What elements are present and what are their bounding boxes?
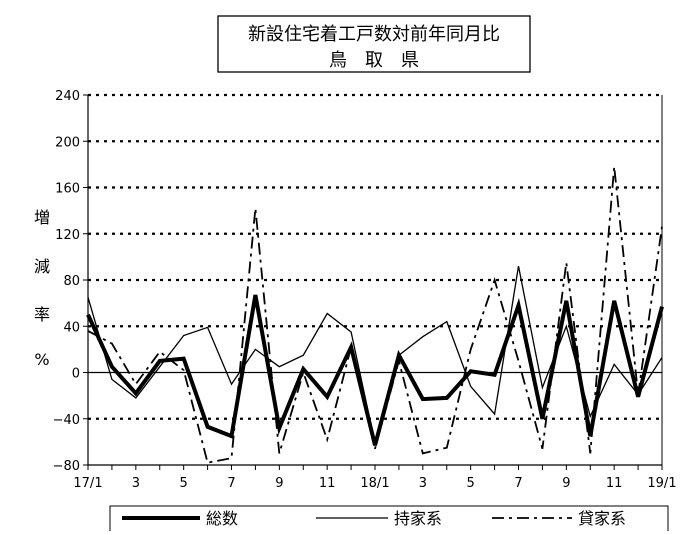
legend-box: [109, 505, 669, 533]
y-tick-label-5: 120: [55, 228, 80, 243]
title-box: [217, 15, 531, 73]
legend-label-1: 持家系: [394, 509, 442, 528]
y-tick-label-4: 80: [63, 274, 80, 289]
legend-label-2: 貸家系: [578, 509, 626, 528]
y-axis-label-char-0: 増: [34, 208, 50, 227]
x-tick-label-2: 5: [180, 476, 188, 491]
x-tick-label-10: 9: [562, 476, 570, 491]
y-axis-label-char-3: %: [34, 350, 49, 369]
y-tick-label-6: 160: [55, 182, 80, 197]
x-tick-label-8: 5: [467, 476, 475, 491]
x-tick-label-4: 9: [275, 476, 283, 491]
x-tick-label-1: 3: [132, 476, 140, 491]
y-axis-label: 増減率%: [34, 208, 50, 369]
y-tick-label-0: −80: [53, 459, 80, 474]
x-tick-label-5: 11: [319, 476, 336, 491]
x-tick-label-11: 11: [606, 476, 623, 491]
grid-layer: [88, 93, 662, 420]
x-tick-label-7: 3: [419, 476, 427, 491]
y-tick-label-2: 0: [72, 367, 80, 382]
chart-subtitle: 鳥 取 県: [329, 50, 419, 71]
y-tick-label-7: 200: [55, 135, 80, 150]
y-axis-label-char-2: 率: [34, 305, 50, 324]
series-layer: [86, 166, 664, 464]
series-line-0: [86, 294, 664, 446]
x-tick-label-12: 19/1: [647, 476, 676, 491]
chart-title: 新設住宅着工戸数対前年同月比: [248, 24, 500, 45]
x-tick-label-9: 7: [514, 476, 522, 491]
y-tick-label-3: 40: [63, 320, 80, 335]
series-line-2: [87, 166, 663, 464]
axis-layer: −80 −40 0 40 80 120 160 200 240 17/1 3 5 7 9 11 18/1 3 5 7…: [53, 89, 677, 491]
x-tick-label-3: 7: [227, 476, 235, 491]
legend-label-0: 総数: [206, 509, 238, 528]
legend: 総数 持家系 貸家系: [109, 505, 669, 533]
x-tick-label-0: 17/1: [73, 476, 102, 491]
y-axis-label-char-1: 減: [34, 257, 50, 276]
y-tick-label-1: −40: [53, 413, 80, 428]
y-tick-label-8: 240: [55, 89, 80, 104]
x-tick-label-6: 18/1: [360, 476, 389, 491]
